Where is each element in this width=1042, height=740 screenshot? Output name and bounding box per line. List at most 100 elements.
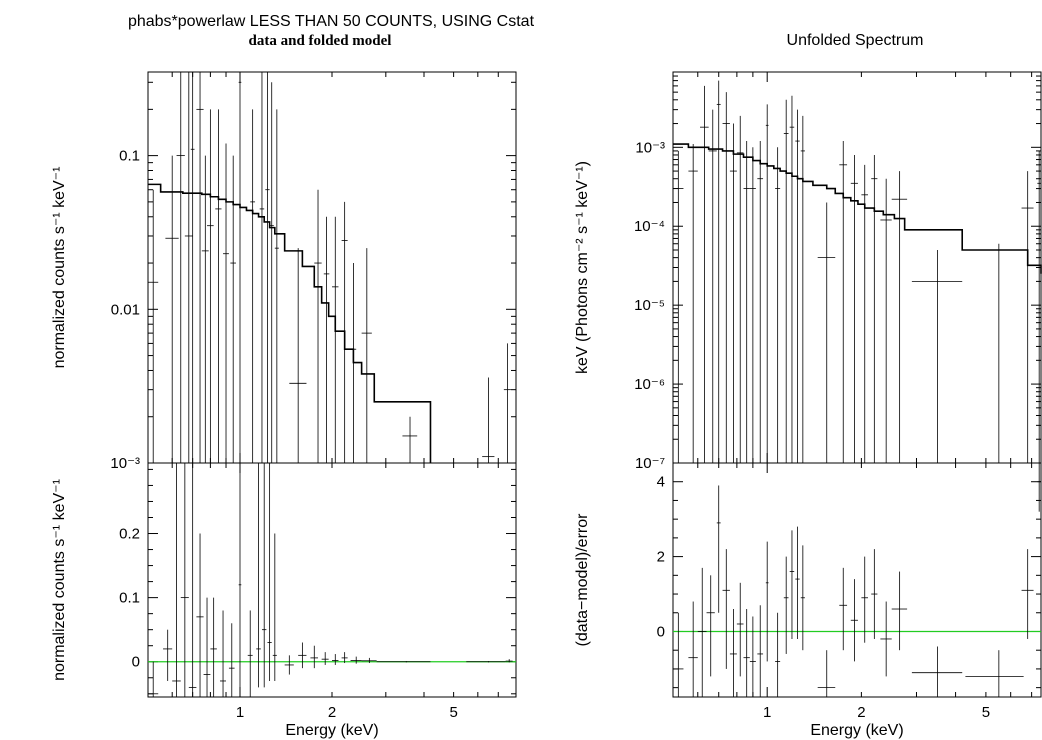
data-point xyxy=(310,645,319,669)
data-point xyxy=(148,661,159,697)
data-point xyxy=(196,72,204,463)
data-point xyxy=(250,109,256,463)
data-point xyxy=(274,109,279,463)
data-point xyxy=(817,650,836,697)
data-point xyxy=(729,123,737,463)
data-point xyxy=(1021,549,1034,639)
data-point xyxy=(361,248,372,463)
data-point xyxy=(165,155,179,463)
data-point xyxy=(228,623,235,697)
data-point xyxy=(203,597,211,697)
y-tick-label: 10⁻⁷ xyxy=(635,455,665,472)
data-point xyxy=(172,463,181,697)
y-tick-label: 0 xyxy=(132,654,140,671)
data-point xyxy=(850,154,858,463)
y-tick-label: 0 xyxy=(657,623,665,640)
data-point xyxy=(911,249,963,463)
data-point xyxy=(223,143,229,463)
data-point xyxy=(911,646,963,697)
y-tick-label: 10⁻³ xyxy=(635,139,665,156)
y-axis-label: normalized counts s⁻¹ keV⁻¹ xyxy=(51,167,68,369)
data-point xyxy=(323,216,330,463)
data-point xyxy=(298,642,307,669)
data-point xyxy=(861,556,869,643)
x-tick-label: 1 xyxy=(236,704,244,721)
data-point xyxy=(482,377,495,463)
y-tick-label: 0.1 xyxy=(119,148,140,165)
y-axis-label: normalized counts s⁻¹ keV⁻¹ xyxy=(51,479,68,681)
data-point xyxy=(341,652,348,664)
y-tick-label: 0.2 xyxy=(119,526,140,543)
data-point xyxy=(722,549,730,669)
x-axis-label: Energy (keV) xyxy=(810,722,903,739)
y-tick-label: 10⁻⁴ xyxy=(634,218,665,235)
data-point xyxy=(716,80,721,463)
data-point xyxy=(757,141,764,463)
data-point xyxy=(284,655,294,675)
data-point xyxy=(332,654,339,665)
chart-subtitle-left: data and folded model xyxy=(249,33,392,49)
data-point xyxy=(361,657,377,664)
data-point xyxy=(880,601,892,677)
data-point xyxy=(850,579,858,662)
data-point xyxy=(795,109,800,463)
y-tick-label: 4 xyxy=(657,474,665,491)
data-point xyxy=(789,95,795,463)
data-point xyxy=(180,463,189,697)
data-point xyxy=(215,109,222,463)
data-point xyxy=(1037,463,1041,512)
data-point xyxy=(148,189,159,463)
data-point xyxy=(230,155,236,463)
data-point xyxy=(190,72,195,463)
data-point xyxy=(350,656,362,664)
data-point xyxy=(688,144,698,463)
data-point xyxy=(800,545,805,651)
folded-residual-panel: 0 0.1 0.2 1 2 5 Energy (keV) normalized counts … xyxy=(51,462,517,739)
data-point xyxy=(247,610,253,697)
data-point xyxy=(272,533,277,681)
data-point xyxy=(210,597,217,697)
data-point xyxy=(765,104,769,463)
data-point xyxy=(163,629,173,681)
data-point xyxy=(314,189,322,463)
x-tick-label: 2 xyxy=(328,704,336,721)
data-point xyxy=(800,115,805,463)
data-point xyxy=(265,72,270,463)
x-tick-label: 1 xyxy=(763,704,771,721)
data-point xyxy=(795,526,800,639)
data-point xyxy=(783,99,789,463)
data-point xyxy=(996,243,1002,463)
data-point xyxy=(817,202,836,463)
data-point xyxy=(783,556,789,654)
data-point xyxy=(839,141,848,463)
y-tick-label: 0.01 xyxy=(111,301,140,318)
data-point xyxy=(965,650,1024,697)
data-point xyxy=(700,85,709,463)
data-point xyxy=(256,463,261,688)
y-tick-label: 10⁻⁶ xyxy=(634,376,665,393)
data-point xyxy=(765,541,769,662)
data-point xyxy=(673,150,684,463)
x-tick-label: 5 xyxy=(982,704,990,721)
chart-title-left: phabs*powerlaw LESS THAN 50 COUNTS, USIN… xyxy=(128,13,535,30)
data-point xyxy=(839,567,848,651)
plot-frame xyxy=(672,462,1042,698)
data-point xyxy=(697,567,707,697)
data-point xyxy=(775,612,781,697)
data-point xyxy=(238,463,242,697)
unfolded-residual-panel: 0 2 4 1 2 5 Energy (keV) (data−model)/error xyxy=(574,462,1042,739)
data-point xyxy=(729,609,737,697)
data-point xyxy=(775,147,781,463)
data-point xyxy=(861,164,869,463)
data-point xyxy=(176,72,185,463)
data-point xyxy=(188,463,197,697)
data-point xyxy=(688,601,698,697)
data-point xyxy=(871,154,878,463)
data-point xyxy=(238,72,242,463)
data-point xyxy=(402,416,418,463)
data-point xyxy=(891,571,908,651)
plot-frame xyxy=(672,71,1042,464)
data-point xyxy=(736,582,744,677)
x-axis-label: Energy (keV) xyxy=(285,722,378,739)
y-tick-label: 0.1 xyxy=(119,590,140,607)
